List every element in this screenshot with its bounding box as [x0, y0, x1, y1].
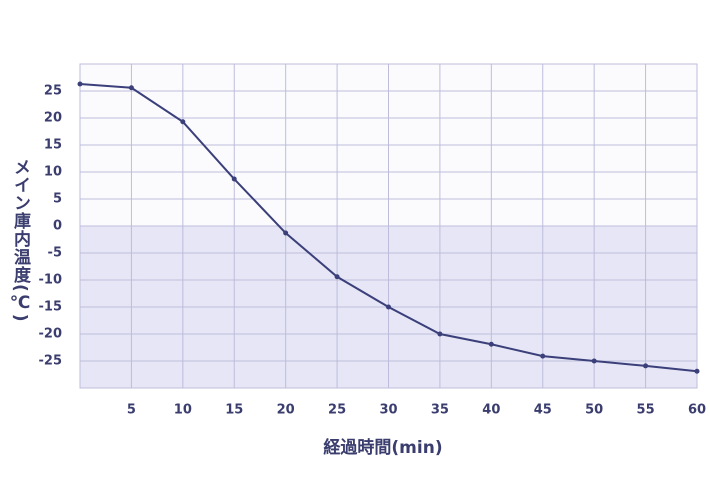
data-point — [231, 176, 237, 182]
y-tick-label: 0 — [53, 219, 62, 234]
x-tick-label: 20 — [277, 403, 295, 418]
data-point — [283, 230, 289, 236]
data-point — [591, 358, 597, 364]
x-tick-label: 45 — [534, 403, 552, 418]
data-point — [694, 368, 700, 374]
y-tick-label: 25 — [44, 84, 62, 99]
x-tick-label: 15 — [225, 403, 243, 418]
x-tick-label: 55 — [637, 403, 655, 418]
y-tick-label: -15 — [39, 300, 63, 315]
y-tick-label: -10 — [39, 273, 63, 288]
y-tick-label: -20 — [39, 327, 63, 342]
data-point — [540, 353, 546, 359]
y-tick-label: 15 — [44, 138, 62, 153]
y-tick-label: -25 — [39, 354, 63, 369]
x-tick-label: 60 — [688, 403, 706, 418]
data-point — [334, 274, 340, 280]
x-tick-label: 50 — [585, 403, 603, 418]
y-axis-label: メイン庫内温度(℃) — [10, 158, 30, 323]
data-point — [128, 85, 134, 91]
data-point — [488, 341, 494, 347]
x-tick-label: 25 — [328, 403, 346, 418]
y-tick-label: -5 — [48, 246, 62, 261]
data-point — [180, 119, 186, 125]
plot-border — [79, 63, 698, 389]
x-tick-label: 5 — [127, 403, 136, 418]
x-tick-label: 30 — [379, 403, 397, 418]
data-point — [77, 81, 83, 87]
y-tick-label: 5 — [53, 192, 62, 207]
x-tick-label: 40 — [482, 403, 500, 418]
x-axis-label: 経過時間(min) — [323, 437, 442, 458]
data-point — [437, 331, 443, 337]
x-tick-label: 10 — [174, 403, 192, 418]
data-point — [386, 304, 391, 310]
y-tick-label: 20 — [44, 111, 62, 126]
x-tick-label: 35 — [431, 403, 449, 418]
data-point — [643, 363, 649, 369]
y-tick-label: 10 — [44, 165, 62, 180]
